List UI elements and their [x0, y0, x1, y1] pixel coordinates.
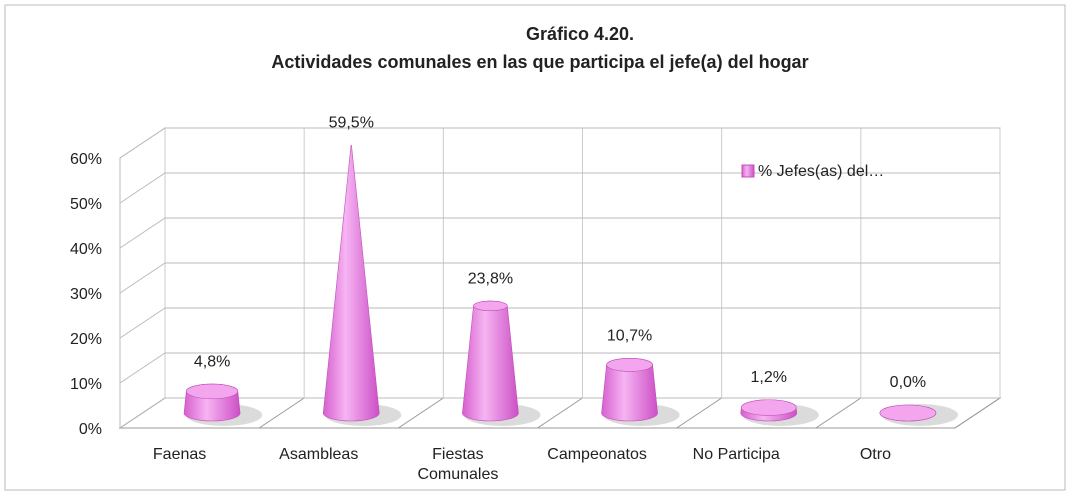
- grid-line: [119, 352, 1000, 384]
- y-tick-label: 30%: [70, 286, 102, 303]
- grid-line: [119, 217, 1000, 249]
- floor-divider: [398, 397, 444, 429]
- grid-line: [119, 127, 1000, 159]
- floor-divider: [537, 397, 583, 429]
- legend-label: % Jefes(as) del…: [758, 163, 884, 180]
- x-tick-label: Faenas: [152, 446, 207, 463]
- y-tick-label: 40%: [70, 241, 102, 258]
- chart-border: [4, 4, 1066, 491]
- cone-top: [473, 300, 508, 312]
- grid-line: [119, 307, 1000, 339]
- x-tick-label: Otro: [859, 446, 891, 463]
- y-tick-label: 60%: [70, 151, 102, 168]
- floor-divider: [815, 397, 862, 429]
- y-tick-label: 10%: [70, 376, 102, 393]
- grid-line: [119, 397, 1000, 429]
- data-label: 10,7%: [607, 327, 652, 344]
- legend-swatch: [741, 164, 755, 178]
- cone: [322, 144, 380, 422]
- y-tick-label: 20%: [70, 331, 102, 348]
- chart-title: Gráfico 4.20.: [526, 24, 634, 44]
- floor-divider: [676, 397, 722, 429]
- cone-top: [879, 404, 937, 422]
- cone-top: [741, 399, 797, 416]
- x-tick-label: No Participa: [692, 446, 780, 463]
- grid-line: [119, 172, 1000, 204]
- x-tick-label: Campeonatos: [547, 446, 647, 463]
- floor-divider: [258, 397, 305, 429]
- y-tick-label: 50%: [70, 196, 102, 213]
- data-label: 0,0%: [890, 374, 926, 391]
- cone-top: [606, 357, 653, 372]
- data-label: 23,8%: [468, 270, 513, 287]
- data-label: 4,8%: [194, 353, 230, 370]
- data-label: 1,2%: [751, 369, 787, 386]
- grid-line: [119, 262, 1000, 294]
- cone-top: [186, 383, 239, 400]
- y-tick-label: 0%: [79, 421, 102, 438]
- x-tick-label: Asambleas: [279, 446, 359, 463]
- data-label: 59,5%: [329, 114, 374, 131]
- chart-subtitle: Actividades comunales en las que partici…: [271, 52, 808, 72]
- x-tick-label: Fiestas Comunales: [417, 446, 499, 483]
- floor-divider: [954, 397, 1001, 429]
